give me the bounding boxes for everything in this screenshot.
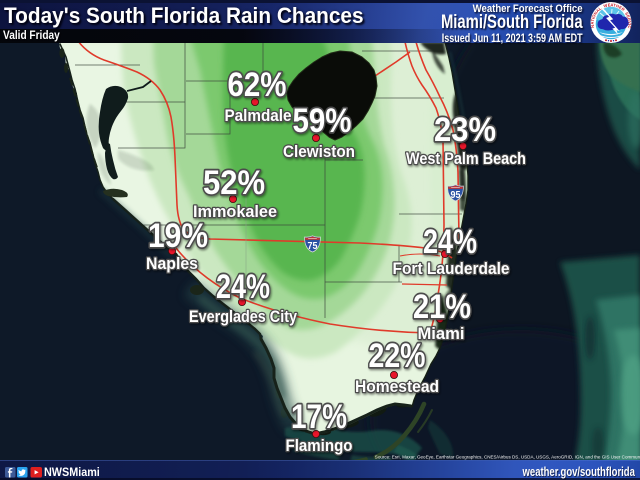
svg-text:Clewiston: Clewiston [283,142,355,161]
svg-text:21%: 21% [413,288,471,326]
svg-text:24%: 24% [216,268,270,306]
svg-text:Miami: Miami [418,324,465,343]
svg-text:Immokalee: Immokalee [193,202,277,221]
svg-text:59%: 59% [293,102,352,140]
svg-text:West Palm Beach: West Palm Beach [406,149,526,168]
svg-text:Source: Esri, Maxar, GeoEye, E: Source: Esri, Maxar, GeoEye, Earthstar G… [375,454,640,459]
svg-text:52%: 52% [203,164,265,202]
svg-text:Homestead: Homestead [355,377,439,396]
svg-text:Naples: Naples [146,254,198,273]
svg-text:62%: 62% [228,66,287,104]
svg-text:Everglades City: Everglades City [189,307,297,326]
svg-text:Palmdale: Palmdale [225,106,292,125]
svg-text:22%: 22% [369,337,426,375]
svg-text:19%: 19% [148,217,208,255]
svg-text:24%: 24% [423,223,477,261]
svg-text:Fort Lauderdale: Fort Lauderdale [393,259,510,278]
svg-text:75: 75 [308,240,318,252]
svg-text:95: 95 [451,189,461,201]
svg-text:Flamingo: Flamingo [286,436,353,455]
svg-text:17%: 17% [291,398,347,436]
svg-text:23%: 23% [434,111,496,149]
